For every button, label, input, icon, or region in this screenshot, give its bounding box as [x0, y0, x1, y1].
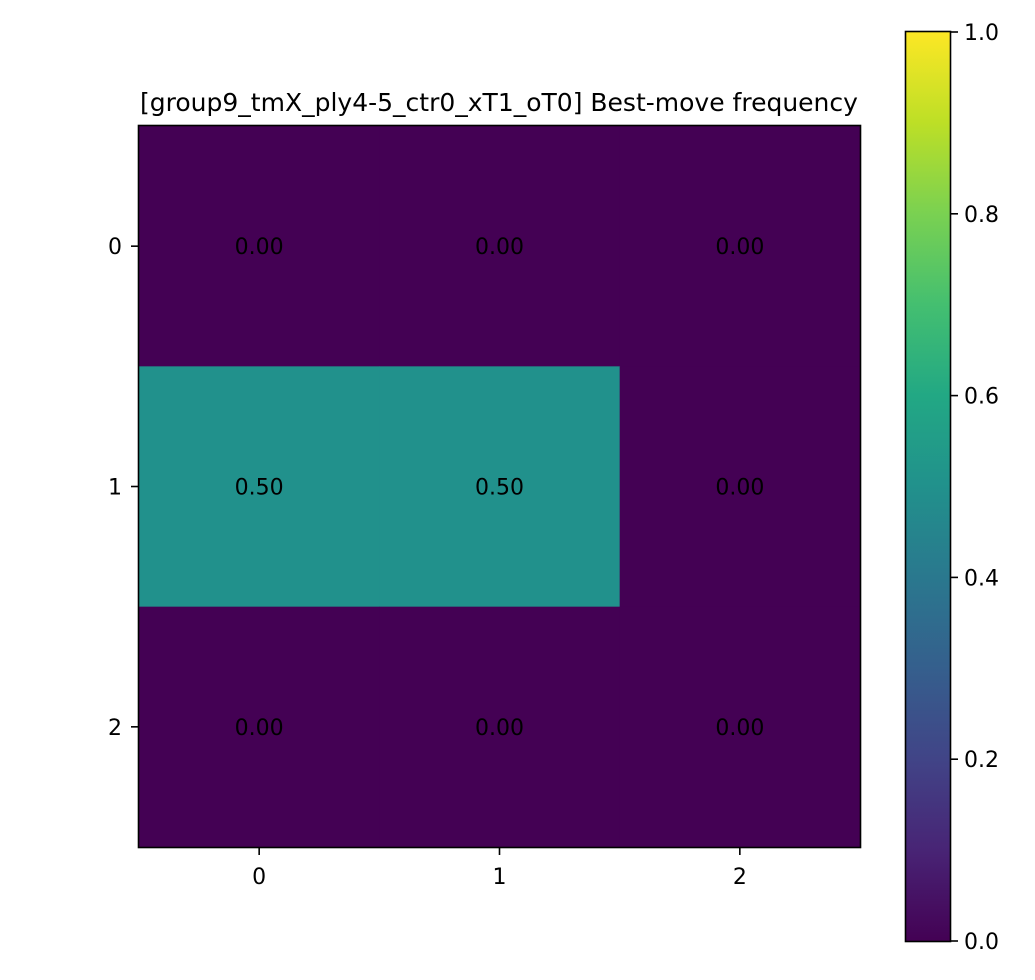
colorbar-tick-label: 1.0	[964, 21, 999, 46]
x-tick-label: 1	[493, 865, 507, 890]
heatmap-cell-r0-c1	[379, 126, 621, 367]
plot-frame	[137, 124, 862, 849]
cell-value-label: 0.00	[475, 235, 524, 260]
cell-value-label: 0.50	[235, 476, 284, 501]
colorbar-tick-label: 0.8	[964, 203, 999, 228]
x-axis-ticks: 0 1 2	[252, 848, 747, 890]
colorbar-tick-label: 0.6	[964, 385, 999, 410]
colorbar-tick-label: 0.4	[964, 566, 999, 591]
cell-value-label: 0.00	[475, 716, 524, 741]
cell-value-label: 0.00	[235, 235, 284, 260]
cell-value-label: 0.00	[715, 716, 764, 741]
colorbar-tick-label: 0.0	[964, 930, 999, 955]
heatmap-cell-r0-c2	[619, 126, 861, 367]
heatmap-cell-r1-c1	[379, 366, 621, 608]
x-tick-label: 0	[252, 865, 266, 890]
heatmap-cells	[139, 126, 861, 848]
heatmap-cell-r2-c0	[139, 606, 380, 848]
colorbar	[904, 30, 952, 943]
colorbar-ticks: 0.0 0.2 0.4 0.6 0.8 1.0	[950, 21, 999, 955]
colorbar-tick-label: 0.2	[964, 748, 999, 773]
cell-value-label: 0.00	[715, 235, 764, 260]
heatmap-cell-r1-c2	[619, 366, 861, 608]
x-tick-label: 2	[733, 865, 747, 890]
heatmap-cell-r2-c2	[619, 606, 861, 848]
cell-value-label: 0.00	[235, 716, 284, 741]
heatmap-cell-r2-c1	[379, 606, 621, 848]
heatmap-cell-r0-c0	[139, 126, 380, 367]
y-tick-label: 0	[108, 235, 122, 260]
chart-title: [group9_tmX_ply4-5_ctr0_xT1_oT0] Best-mo…	[140, 88, 858, 117]
y-tick-label: 2	[108, 716, 122, 741]
cell-labels: 0.00 0.00 0.00 0.50 0.50 0.00 0.00 0.00 0.00	[235, 235, 765, 741]
y-axis-ticks: 0 1 2	[108, 235, 138, 741]
y-tick-label: 1	[108, 476, 122, 501]
cell-value-label: 0.00	[715, 476, 764, 501]
heatmap-cell-r1-c0	[139, 366, 380, 608]
cell-value-label: 0.50	[475, 476, 524, 501]
